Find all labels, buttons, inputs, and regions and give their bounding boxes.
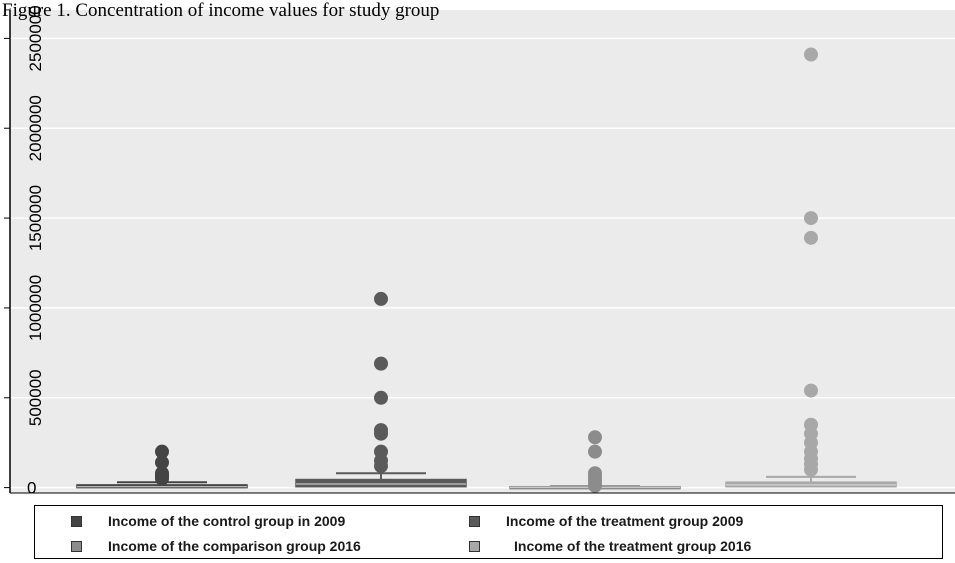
outlier-point [804,462,818,477]
y-tick-label: 2500000 [26,5,45,71]
legend-item-treatment-2009: Income of the treatment group 2009 [469,513,743,529]
y-tick-label: 1000000 [26,275,45,341]
y-tick-label: 0 [27,479,36,498]
y-tick-label: 500000 [26,369,45,426]
outlier-point [588,478,602,493]
outlier-point [155,455,169,470]
outlier-point [155,471,169,486]
legend-swatch-comparison-2016 [71,540,82,552]
y-tick-label: 1500000 [26,185,45,251]
outlier-point [588,430,602,445]
legend-swatch-treatment-2016 [469,540,480,552]
outlier-point [804,47,818,62]
legend-item-treatment-2016: Income of the treatment group 2016 [469,538,751,554]
legend-label: Income of the control group in 2009 [108,513,346,529]
outlier-point [374,291,388,306]
legend-item-control-2009: Income of the control group in 2009 [71,513,345,529]
outlier-point [804,383,818,398]
outlier-point [155,444,169,459]
outlier-point [804,230,818,245]
legend-item-comparison-2016: Income of the comparison group 2016 [71,538,361,554]
legend-label: Income of the treatment group 2009 [506,513,744,529]
legend-label: Income of the comparison group 2016 [108,538,361,554]
plot-background [10,10,955,493]
legend-swatch-control-2009 [71,515,82,527]
outlier-point [374,356,388,371]
legend-label: Income of the treatment group 2016 [514,538,752,554]
outlier-point [804,211,818,226]
outlier-point [374,426,388,441]
chart-legend: Income of the control group in 2009 Inco… [34,505,943,559]
y-tick-label: 2000000 [26,95,45,161]
outlier-point [374,390,388,405]
box-plot-chart: 0 500000 1000000 1500000 2000000 2500000 [4,5,955,498]
legend-swatch-treatment-2009 [469,515,480,527]
figure-title: Figure 1. Concentration of income values… [2,0,440,21]
outlier-point [588,444,602,459]
outlier-point [374,459,388,474]
box-iqr [295,478,467,488]
